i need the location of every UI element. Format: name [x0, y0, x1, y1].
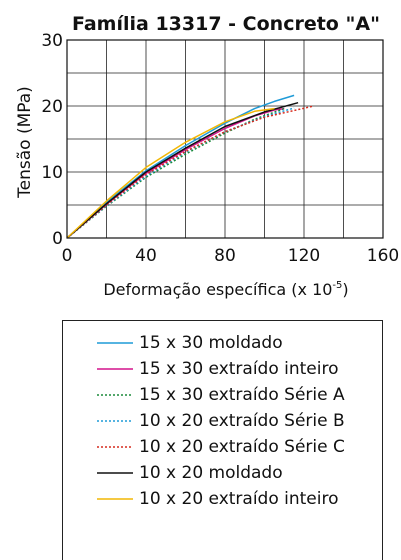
plot-frame [66, 39, 384, 239]
grid-lines [67, 40, 383, 238]
y-tick-labels: 0 10 20 30 [41, 31, 63, 249]
x-tick-label: 160 [367, 246, 399, 266]
x-axis-label-exponent: -5 [332, 280, 342, 291]
legend-label: 15 x 30 extraído inteiro [139, 359, 339, 379]
x-tick-label: 40 [135, 246, 157, 266]
legend-label: 10 x 20 moldado [139, 463, 283, 483]
legend-item: 10 x 20 extraído inteiro [63, 486, 339, 512]
series-line [66, 94, 295, 239]
legend-item: 10 x 20 extraído Série C [63, 434, 345, 460]
series-line [66, 101, 299, 239]
y-tick-label: 30 [41, 31, 63, 51]
y-tick-label: 10 [41, 163, 63, 183]
chart-legend: 15 x 30 moldado 15 x 30 extraído inteiro 1… [62, 320, 383, 560]
x-axis-label: Deformação específica (x 10-5) [103, 280, 348, 299]
series-line [66, 105, 315, 239]
legend-label: 10 x 20 extraído Série B [139, 411, 345, 431]
series-line [66, 107, 285, 239]
x-axis-label-text: Deformação específica (x 10 [103, 280, 332, 299]
x-tick-label: 0 [62, 246, 73, 266]
legend-swatch [97, 394, 133, 396]
legend-swatch [97, 446, 133, 448]
legend-swatch [97, 420, 133, 422]
legend-item: 15 x 30 moldado [63, 330, 283, 356]
legend-swatch [97, 342, 133, 344]
legend-label: 15 x 30 moldado [139, 333, 283, 353]
legend-swatch [97, 472, 133, 474]
plot-series [66, 94, 315, 239]
legend-swatch [97, 498, 133, 500]
legend-swatch [97, 368, 133, 370]
legend-item: 10 x 20 moldado [63, 460, 283, 486]
legend-item: 10 x 20 extraído Série B [63, 408, 345, 434]
x-tick-labels: 0 40 80 120 160 [62, 246, 400, 266]
x-tick-label: 80 [214, 246, 236, 266]
legend-item: 15 x 30 extraído inteiro [63, 356, 339, 382]
legend-label: 15 x 30 extraído Série A [139, 385, 345, 405]
y-axis-label: Tensão (MPa) [15, 86, 35, 199]
chart-title: Família 13317 - Concreto "A" [72, 13, 380, 35]
x-axis-label-close: ) [342, 280, 348, 299]
series-line [66, 107, 295, 239]
legend-label: 10 x 20 extraído inteiro [139, 489, 339, 509]
y-tick-label: 20 [41, 97, 63, 117]
stress-strain-chart: Família 13317 - Concreto "A" 0 40 80 120 160… [15, 13, 400, 299]
y-tick-label: 0 [52, 229, 63, 249]
series-line [66, 107, 285, 239]
legend-label: 10 x 20 extraído Série C [139, 437, 345, 457]
series-line [66, 107, 275, 239]
x-tick-label: 120 [288, 246, 320, 266]
legend-item: 15 x 30 extraído Série A [63, 382, 345, 408]
